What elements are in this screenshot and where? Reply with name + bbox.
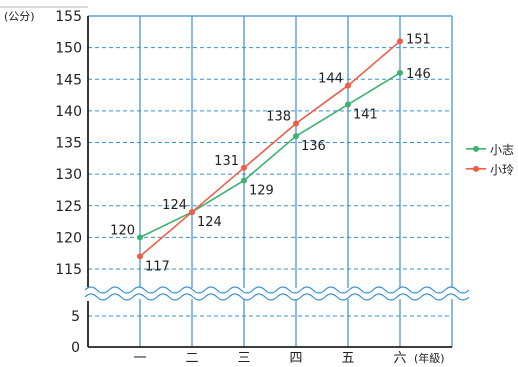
data-label: 131 xyxy=(214,154,239,169)
y-tick-label: 145 xyxy=(55,72,82,88)
data-label: 136 xyxy=(301,139,326,154)
data-point xyxy=(137,253,143,260)
legend-label: 小志 xyxy=(490,143,514,157)
data-point xyxy=(345,82,351,89)
x-tick-label: 六 xyxy=(393,351,406,366)
data-label: 151 xyxy=(406,32,431,47)
y-tick-label: 150 xyxy=(55,41,82,57)
data-label: 124 xyxy=(162,198,187,213)
y-tick-label: 0 xyxy=(71,340,80,356)
x-tick-label: 三 xyxy=(237,351,250,366)
y-tick-label: 130 xyxy=(55,167,82,183)
data-label: 138 xyxy=(266,110,291,125)
data-labels: 120 124 129 136 141 146 117 124 131 138 144 151 xyxy=(110,32,431,274)
data-point xyxy=(137,234,143,241)
data-point xyxy=(345,101,351,108)
y-tick-label: 155 xyxy=(55,9,82,25)
y-tick-label: 125 xyxy=(55,199,82,215)
data-point xyxy=(397,38,403,45)
data-point xyxy=(293,120,299,127)
x-tick-label: 一 xyxy=(133,351,146,366)
legend-marker xyxy=(473,145,479,152)
y-tick-label: 5 xyxy=(71,309,80,325)
x-tick-label: 五 xyxy=(341,351,354,366)
x-tick-label: 二 xyxy=(185,351,198,366)
x-tick-label: 四 xyxy=(289,351,302,366)
data-point xyxy=(293,133,299,140)
series-line xyxy=(139,40,401,257)
data-point xyxy=(189,209,195,216)
y-tick-label: 120 xyxy=(55,230,82,246)
data-label: 144 xyxy=(318,72,343,87)
y-tick-labels: 115 120 125 130 135 140 145 150 155 0 5 xyxy=(55,9,82,356)
axis-break-wave-top xyxy=(84,286,470,294)
series-line xyxy=(139,72,401,239)
data-label: 120 xyxy=(110,223,135,238)
data-label: 124 xyxy=(197,215,222,230)
data-label: 146 xyxy=(406,67,431,82)
data-label: 117 xyxy=(145,259,170,274)
data-point xyxy=(241,164,247,171)
series-lines xyxy=(137,38,403,260)
legend-marker xyxy=(473,165,479,172)
data-point xyxy=(241,177,247,184)
data-label: 129 xyxy=(249,183,274,198)
legend-label: 小玲 xyxy=(490,163,514,177)
axes xyxy=(87,16,452,348)
x-tick-labels: 一二三四五六 xyxy=(133,351,406,366)
y-tick-label: 135 xyxy=(55,136,82,152)
data-label: 141 xyxy=(353,108,378,123)
data-point xyxy=(397,69,403,76)
x-unit-label: (年級) xyxy=(414,351,445,365)
y-tick-label: 115 xyxy=(55,262,82,278)
axis-break-wave-bottom xyxy=(84,293,470,301)
axis-break xyxy=(84,286,470,301)
y-unit-label: (公分) xyxy=(4,10,35,23)
y-tick-label: 140 xyxy=(55,104,82,120)
